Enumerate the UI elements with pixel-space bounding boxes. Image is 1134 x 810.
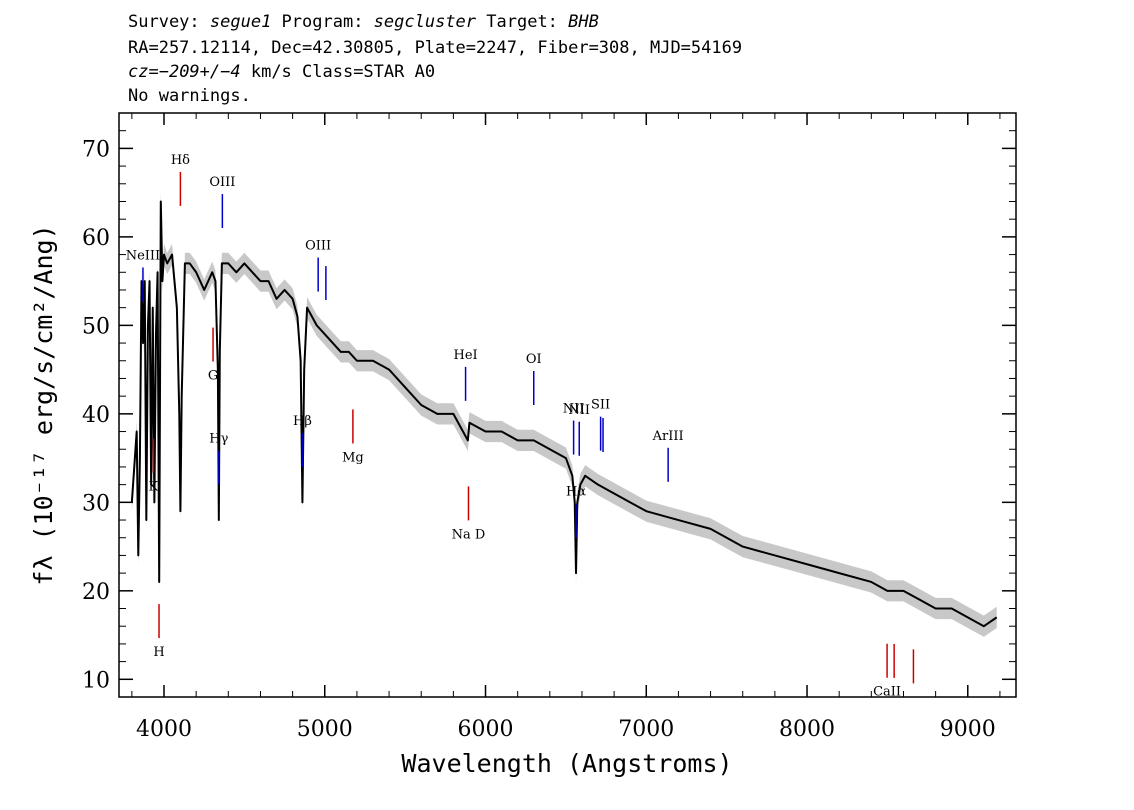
line-marker-label: NII (568, 403, 590, 418)
line-marker-label: OIII (209, 175, 235, 190)
line-marker-label: CaII (873, 685, 901, 700)
header-line-2: RA=257.12114, Dec=42.30805, Plate=2247, … (128, 38, 743, 58)
line-marker-label: NeIII (126, 248, 160, 263)
plot-frame (118, 112, 1017, 698)
x-axis: 4000 5000 6000 7000 8000 9000 (131, 113, 1001, 742)
line-marker-label: Hδ (171, 153, 190, 168)
program-value: segcluster (373, 12, 477, 32)
series-layer (130, 200, 998, 628)
cz-prefix: cz= (128, 62, 159, 82)
cz-suffix: km/s Class=STAR A0 (240, 62, 436, 82)
y-tick-label: 10 (82, 668, 110, 693)
y-axis: 10 20 30 40 50 60 70 (82, 130, 1016, 693)
y-tick-label: 50 (82, 314, 110, 339)
survey-value: segue1 (209, 12, 272, 32)
x-tick-label: 9000 (940, 717, 996, 742)
line-marker-label: SII (591, 398, 610, 413)
line-marker-label: Hα (566, 485, 586, 500)
error-band-layer (131, 190, 997, 637)
line-marker-label: NII (563, 402, 585, 417)
header-line-3: cz=−209+/−4 km/s Class=STAR A0 (128, 62, 435, 82)
y-axis-title: fλ (10⁻¹⁷ erg/s/cm²/Ang) (29, 224, 58, 585)
y-tick-label: 60 (82, 226, 110, 251)
x-axis-title: Wavelength (Angstroms) (401, 749, 732, 778)
program-label: Program: (271, 12, 374, 32)
header-line-1: Survey: segue1 Program: segcluster Targe… (128, 12, 599, 32)
line-marker-label: HeI (453, 348, 477, 363)
x-tick-label: 8000 (779, 717, 835, 742)
y-tick-label: 30 (82, 491, 110, 516)
y-tick-label: 70 (82, 137, 110, 162)
y-tick-label: 20 (82, 580, 110, 605)
target-label: Target: (476, 12, 569, 32)
line-marker-label: Hβ (293, 414, 312, 429)
line-marker-label: OI (526, 352, 542, 367)
header-line-4: No warnings. (128, 86, 251, 106)
line-marker-label: ArIII (652, 429, 684, 444)
line-marker-label: Na D (452, 527, 486, 542)
line-marker-label: K (149, 480, 159, 495)
survey-label: Survey: (128, 12, 210, 32)
line-marker-label: G (208, 369, 218, 384)
error-band (131, 190, 997, 637)
x-tick-label: 6000 (458, 717, 514, 742)
x-tick-label: 5000 (297, 717, 353, 742)
x-tick-label: 7000 (618, 717, 674, 742)
line-marker-label: Mg (342, 450, 364, 465)
x-tick-label: 4000 (136, 717, 192, 742)
line-marker-label: Hγ (209, 432, 228, 447)
cz-value: −209+/−4 (158, 62, 241, 82)
line-marker-label: OIII (305, 239, 331, 254)
spectrum-line (130, 200, 998, 628)
target-value: BHB (568, 12, 599, 32)
y-tick-label: 40 (82, 403, 110, 428)
line-marker-label: H (153, 645, 164, 660)
